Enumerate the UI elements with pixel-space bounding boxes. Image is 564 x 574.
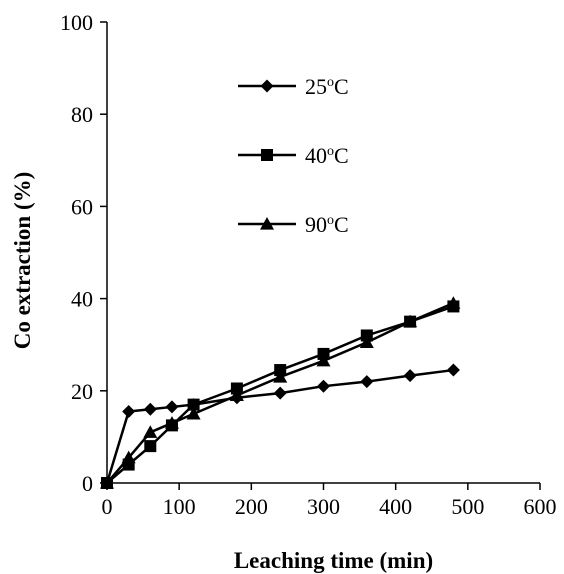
x-tick-label: 200 [235, 494, 268, 519]
data-point [360, 375, 374, 389]
data-point [100, 476, 114, 489]
legend-marker [260, 79, 274, 93]
legend-label: 25oC [305, 74, 349, 99]
x-tick-label: 0 [102, 494, 113, 519]
x-tick-label: 400 [379, 494, 412, 519]
data-point [317, 379, 330, 393]
data-point [143, 425, 158, 438]
y-tick-label: 60 [71, 194, 93, 219]
data-point [187, 398, 200, 411]
legend-marker [261, 149, 273, 161]
legend: 25oC 40oC 90oC [238, 74, 349, 237]
data-point [359, 335, 374, 348]
y-tick-label: 100 [60, 10, 93, 35]
data-point [122, 405, 136, 419]
data-point [273, 369, 288, 383]
legend-entry: 40oC [238, 143, 349, 168]
data-point [446, 296, 461, 309]
x-tick-label: 500 [451, 494, 484, 519]
data-point [122, 458, 135, 471]
legend-entry: 90oC [238, 212, 349, 237]
data-point [403, 369, 417, 383]
legend-label: 40oC [305, 143, 349, 168]
y-tick-label: 40 [71, 287, 93, 312]
y-tick-label: 0 [82, 471, 93, 496]
data-point [273, 386, 287, 400]
x-tick-label: 300 [307, 494, 340, 519]
y-tick-label: 20 [71, 379, 93, 404]
data-point [186, 406, 201, 420]
legend-marker [260, 217, 274, 230]
data-point [144, 440, 157, 453]
y-tick-label: 80 [71, 102, 93, 127]
legend-entry: 25oC [238, 74, 349, 99]
series-triangle [100, 296, 461, 489]
x-axis-title: Leaching time (min) [234, 548, 433, 573]
plot-area: 0 100 200 300 400 500 600 0 20 40 60 80 100 [60, 10, 557, 519]
data-point [143, 402, 157, 416]
data-point [165, 400, 179, 414]
data-point [446, 363, 460, 377]
y-axis-title: Co extraction (%) [10, 172, 35, 350]
x-tick-label: 100 [163, 494, 196, 519]
data-point [121, 450, 136, 464]
legend-label: 90oC [305, 212, 349, 237]
data-point [316, 353, 331, 367]
data-point [229, 388, 244, 402]
x-tick-label: 600 [524, 494, 557, 519]
data-point [403, 314, 418, 328]
data-point [164, 416, 179, 429]
series-layer [100, 296, 461, 490]
